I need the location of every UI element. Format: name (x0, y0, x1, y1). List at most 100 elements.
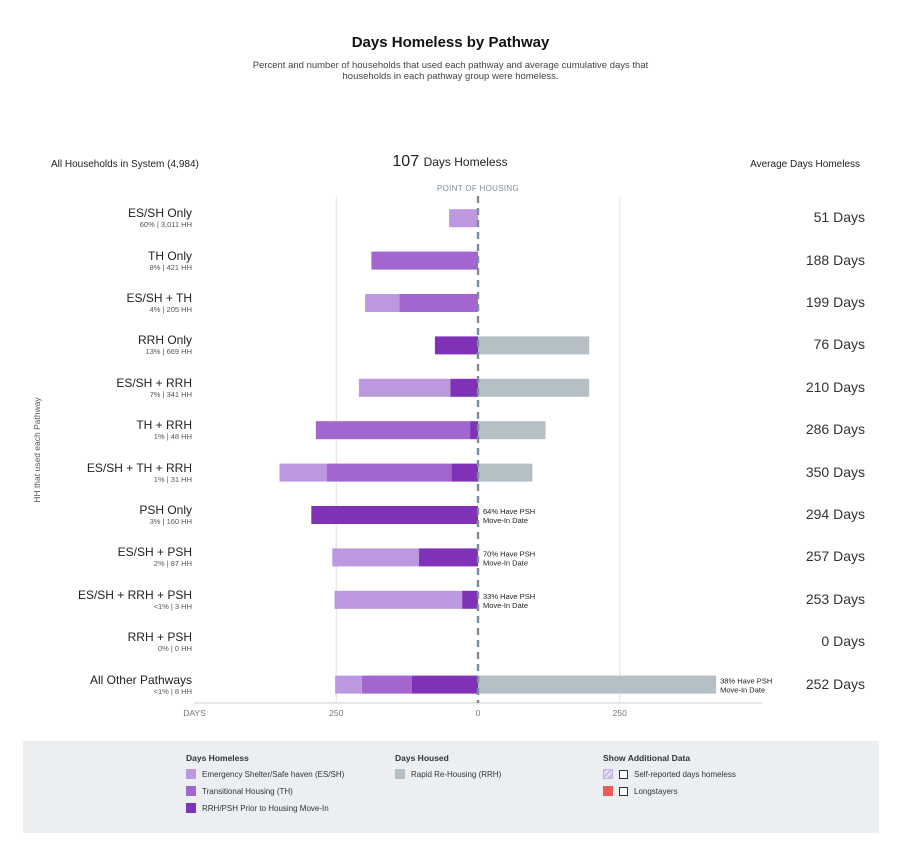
psh-note-line1: 38% Have PSH (720, 677, 772, 686)
legend-item-th: Transitional Housing (TH) (186, 786, 344, 796)
legend-item-longstayers[interactable]: Longstayers (603, 786, 736, 796)
average-days-value: 76 Days (813, 336, 865, 353)
legend-es-label: Emergency Shelter/Safe haven (ES/SH) (202, 769, 345, 779)
bar-housed (478, 336, 590, 355)
overall-days-value: 107 (392, 153, 420, 170)
bar-es (332, 548, 420, 567)
pathway-stats: <1% | 3 HH (153, 601, 192, 611)
legend-prior-label: RRH/PSH Prior to Housing Move-In (202, 803, 329, 813)
self-reported-swatch (603, 769, 613, 779)
pathway-label: RRH Only 13% | 669 HH (40, 333, 192, 357)
es-swatch (186, 769, 196, 779)
bar-housed (478, 463, 533, 482)
average-days-value: 210 Days (805, 378, 865, 395)
psh-note-line1: 64% Have PSH (483, 507, 535, 516)
pathway-label: ES/SH + TH + RRH 1% | 31 HH (40, 461, 192, 485)
pathway-stats: 3% | 160 HH (149, 517, 192, 526)
bar-th (326, 463, 452, 482)
average-days-value: 199 Days (805, 294, 865, 310)
pathway-label: ES/SH + RRH + PSH <1% | 3 HH (40, 588, 192, 612)
average-days-header: Average Days Homeless (750, 159, 860, 170)
chart-subtitle: Percent and number of households that us… (252, 60, 649, 82)
legend-longstayers-label: Longstayers (634, 786, 678, 796)
pathway-name: All Other Pathways (89, 672, 192, 687)
pathway-name: TH + RRH (136, 418, 192, 433)
bar-prior (434, 336, 478, 355)
bar-prior (311, 506, 478, 524)
self-reported-checkbox[interactable] (619, 769, 628, 779)
pathway-label: ES/SH + PSH 2% | 87 HH (40, 545, 192, 569)
pathway-stats: 60% | 3,011 HH (139, 220, 192, 230)
x-tick-label: DAYS (183, 708, 206, 718)
pathway-name: TH Only (147, 248, 192, 263)
legend-item-rrh: Rapid Re-Housing (RRH) (395, 769, 501, 779)
legend-item-es: Emergency Shelter/Safe haven (ES/SH) (186, 769, 344, 779)
bar-prior (411, 675, 478, 694)
average-days-value: 257 Days (805, 548, 865, 565)
pathway-name: ES/SH + TH + RRH (86, 460, 192, 475)
pathway-name: ES/SH Only (127, 206, 192, 221)
bar-es (335, 675, 362, 694)
overall-days-unit: Days Homeless (423, 155, 508, 169)
pathway-stats: 1% | 31 HH (153, 474, 192, 484)
psh-note-line2: Move-In Date (483, 601, 528, 610)
average-days-value: 294 Days (805, 506, 865, 522)
pathway-name: ES/SH + PSH (117, 545, 192, 560)
legend-days-housed-title: Days Housed (395, 753, 449, 763)
pathway-stats: 1% | 48 HH (153, 432, 192, 442)
psh-note-line2: Move-In Date (483, 558, 528, 567)
psh-note-line1: 33% Have PSH (483, 592, 535, 601)
all-households-label: All Households in System (4,984) (51, 159, 199, 170)
average-days-value: 188 Days (805, 251, 865, 268)
average-days-value: 252 Days (805, 675, 865, 692)
psh-note-line1: 70% Have PSH (483, 549, 535, 558)
pathway-label: ES/SH + TH 4% | 205 HH (40, 291, 192, 315)
pathway-stats: <1% | 8 HH (153, 686, 192, 696)
pathway-name: ES/SH + RRH (116, 375, 192, 390)
bar-th (371, 251, 478, 270)
legend-item-self-reported[interactable]: Self-reported days homeless (603, 769, 736, 779)
overall-days-homeless: 107 Days Homeless (330, 153, 570, 171)
rrh-swatch (395, 769, 405, 779)
bar-th (361, 675, 412, 694)
bar-es (358, 378, 451, 397)
bar-es (365, 294, 400, 312)
pathway-label: TH Only 8% | 421 HH (40, 249, 192, 273)
pathway-stats: 7% | 341 HH (149, 389, 192, 399)
pathway-name: ES/SH + TH (126, 291, 192, 305)
point-of-housing-label: POINT OF HOUSING (437, 184, 519, 193)
longstayers-checkbox[interactable] (619, 786, 628, 796)
x-tick-label: 250 (329, 708, 343, 718)
bar-prior (450, 378, 478, 397)
pathway-name: RRH Only (137, 333, 192, 348)
bar-housed (478, 421, 546, 440)
legend-days-housed: Days Housed Rapid Re-Housing (RRH) (395, 753, 501, 786)
legend-additional-data: Show Additional Data Self-reported days … (603, 753, 736, 803)
average-days-value: 286 Days (805, 421, 865, 438)
pathway-label: All Other Pathways <1% | 8 HH (40, 673, 192, 697)
pathway-name: ES/SH + RRH + PSH (77, 587, 192, 602)
pathway-stats: 0% | 0 HH (157, 644, 192, 654)
pathway-stats: 13% | 669 HH (145, 347, 192, 357)
average-days-value: 350 Days (805, 463, 865, 480)
bar-prior (462, 590, 478, 609)
legend-additional-title: Show Additional Data (603, 753, 691, 763)
bar-es (334, 590, 463, 609)
bar-th (315, 421, 471, 440)
pathway-stats: 2% | 87 HH (153, 559, 192, 569)
pathway-label: PSH Only 3% | 160 HH (40, 503, 192, 527)
bar-housed (478, 378, 590, 397)
psh-note-line2: Move-In Date (720, 686, 765, 695)
bar-prior (419, 548, 478, 567)
bar-th (399, 294, 478, 312)
pathway-stats: 8% | 421 HH (149, 262, 192, 272)
bar-es (279, 463, 327, 482)
legend-days-homeless-title: Days Homeless (186, 753, 249, 763)
average-days-value: 51 Days (813, 209, 865, 226)
pathway-name: RRH + PSH (127, 630, 192, 645)
bar-prior (451, 463, 478, 482)
average-days-value: 0 Days (821, 633, 865, 650)
legend-days-homeless: Days Homeless Emergency Shelter/Safe hav… (186, 753, 344, 820)
pathway-label: RRH + PSH 0% | 0 HH (40, 630, 192, 654)
pathway-stats: 4% | 205 HH (149, 305, 192, 314)
